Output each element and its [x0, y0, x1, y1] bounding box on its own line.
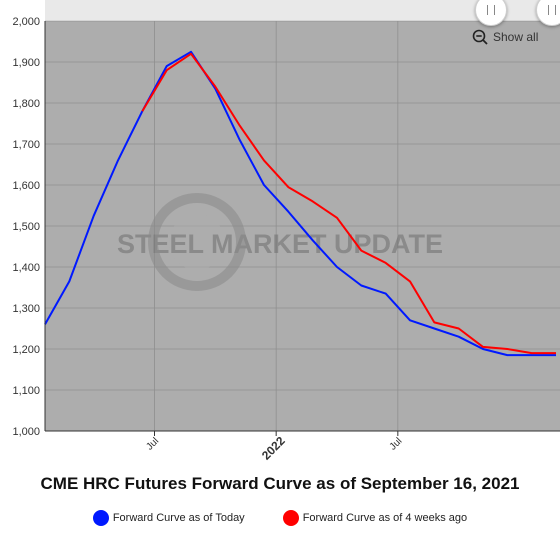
watermark-logo-inner: [169, 214, 225, 270]
zoom-out-icon: [472, 29, 488, 45]
series-lines: [44, 50, 556, 357]
show-all-button[interactable]: Show all: [472, 29, 538, 45]
y-tick-label: 1,800: [12, 98, 40, 110]
legend: Forward Curve as of Today Forward Curve …: [0, 510, 560, 526]
legend-marker-today: [92, 510, 109, 526]
watermark-logo: [148, 193, 246, 291]
series-line-today: [44, 50, 556, 357]
show-all-label: Show all: [493, 30, 539, 44]
y-tick-label: 1,100: [12, 385, 40, 397]
y-tick-label: 1,400: [12, 262, 40, 274]
x-axis-ticks: Jul 2022 Jul: [144, 431, 404, 463]
legend-item-4-weeks-ago[interactable]: Forward Curve as of 4 weeks ago: [282, 510, 468, 526]
series-line-4-weeks-ago: [141, 52, 556, 355]
y-tick-label: 1,500: [12, 221, 40, 233]
watermark: STEEL MARKET UPDATE: [117, 193, 443, 291]
x-tick-label: Jul: [388, 436, 405, 453]
chart: STEEL MARKET UPDATE 1,000 1,100 1,200 1,300…: [12, 0, 560, 463]
y-tick-label: 1,300: [12, 303, 40, 315]
navigator-left-handle[interactable]: [475, 0, 507, 26]
legend-label-today: Forward Curve as of Today: [112, 512, 245, 524]
chart-title: CME HRC Futures Forward Curve as of Sept…: [40, 474, 520, 493]
y-tick-label: 1,900: [12, 57, 40, 69]
grip-icon: [487, 5, 495, 15]
x-tick-label: 2022: [259, 434, 288, 463]
watermark-text: STEEL MARKET UPDATE: [117, 229, 443, 259]
y-tick-label: 1,600: [12, 180, 40, 192]
y-tick-label: 2,000: [12, 16, 40, 28]
y-tick-label: 1,200: [12, 344, 40, 356]
y-tick-label: 1,700: [12, 139, 40, 151]
navigator-strip[interactable]: [45, 0, 560, 20]
grip-icon: [548, 5, 556, 15]
legend-label-4-weeks-ago: Forward Curve as of 4 weeks ago: [302, 512, 468, 524]
x-tick-label: Jul: [144, 436, 161, 453]
y-axis-ticks: 1,000 1,100 1,200 1,300 1,400 1,500 1,600 1,700…: [12, 16, 40, 438]
y-tick-label: 1,000: [12, 426, 40, 438]
legend-item-today[interactable]: Forward Curve as of Today: [92, 510, 245, 526]
legend-marker-4-weeks-ago: [282, 510, 299, 526]
